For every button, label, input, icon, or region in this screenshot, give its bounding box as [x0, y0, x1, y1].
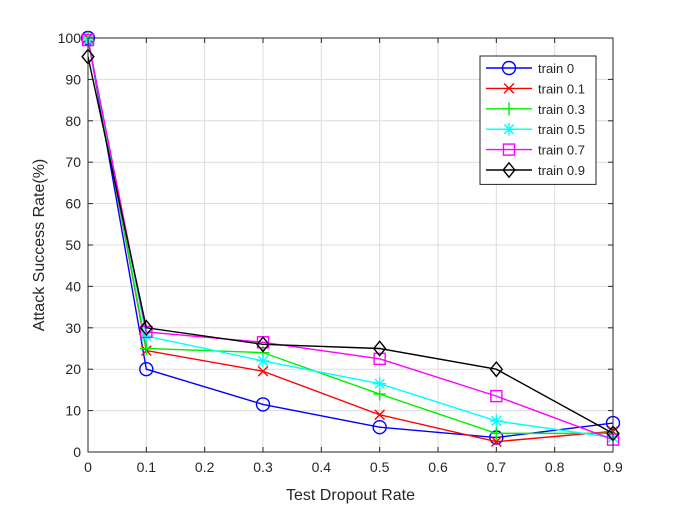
legend-item: train 0.1	[486, 81, 585, 96]
x-tick-label: 0.2	[195, 459, 215, 475]
legend-marker	[503, 83, 515, 94]
data-point	[257, 365, 269, 377]
legend-label: train 0.9	[538, 163, 585, 178]
y-tick-label: 10	[65, 403, 81, 419]
series-line	[87, 37, 613, 435]
data-point	[139, 342, 153, 355]
legend-label: train 0.1	[538, 81, 585, 96]
y-tick-label: 70	[65, 154, 81, 170]
data-point	[489, 414, 503, 428]
x-tick-label: 0	[84, 459, 92, 475]
y-axis-label: Attack Success Rate(%)	[31, 159, 48, 332]
data-point	[489, 426, 503, 440]
x-tick-label: 0.5	[370, 459, 390, 475]
legend-item: train 0.3	[486, 102, 585, 117]
legend-item: train 0	[486, 60, 574, 76]
series-line	[87, 56, 614, 434]
x-tick-label: 0.4	[312, 459, 332, 475]
legend-item: train 0.7	[486, 143, 585, 158]
data-point	[139, 319, 154, 337]
x-tick-label: 0.7	[487, 459, 507, 475]
y-tick-label: 80	[65, 113, 81, 129]
x-tick-label: 0.9	[603, 459, 623, 475]
data-point	[373, 377, 387, 391]
data-point	[373, 352, 386, 366]
y-tick-label: 50	[65, 237, 81, 253]
series-line	[87, 37, 614, 439]
data-point	[490, 436, 502, 448]
x-tick-label: 0.1	[137, 459, 157, 475]
legend-marker	[502, 122, 516, 136]
y-tick-label: 90	[65, 71, 81, 87]
legend-label: train 0.5	[538, 122, 585, 137]
legend-marker	[501, 60, 517, 76]
data-point	[374, 409, 386, 421]
y-tick-label: 100	[58, 30, 82, 46]
legend-marker	[502, 143, 516, 156]
data-point	[256, 336, 270, 353]
grid	[87, 37, 614, 453]
x-tick-label: 0.3	[253, 459, 273, 475]
data-point	[372, 340, 387, 357]
legend-item: train 0.9	[486, 161, 585, 179]
data-point	[255, 397, 271, 412]
data-point	[256, 354, 270, 368]
data-point	[490, 389, 503, 403]
legend-marker	[502, 161, 516, 179]
series-layer	[80, 30, 621, 448]
legend-box	[479, 55, 597, 185]
x-axis-label: Test Dropout Rate	[286, 487, 415, 504]
ticks: 0 0.1 0.2 0.3 0.4 0.5 0.6 0.7 0.8 0.9 0 10 20 30 40 50 6…	[58, 30, 623, 475]
legend-marker	[502, 102, 516, 116]
y-tick-label: 0	[73, 444, 81, 460]
legend-label: train 0	[538, 61, 574, 76]
legend-item: train 0.5	[486, 122, 585, 137]
legend-label: train 0.3	[538, 102, 585, 117]
y-tick-label: 30	[65, 320, 81, 336]
data-point	[139, 362, 154, 377]
data-point	[489, 360, 504, 378]
legend: train 0 train 0.1 train 0.3 train 0.5 train …	[479, 55, 597, 185]
y-tick-label: 20	[65, 361, 81, 377]
legend-label: train 0.7	[538, 143, 585, 158]
y-tick-label: 60	[65, 196, 81, 212]
y-tick-label: 40	[65, 278, 81, 294]
x-tick-label: 0.6	[428, 459, 448, 475]
data-point	[372, 419, 387, 435]
x-tick-label: 0.8	[545, 459, 565, 475]
